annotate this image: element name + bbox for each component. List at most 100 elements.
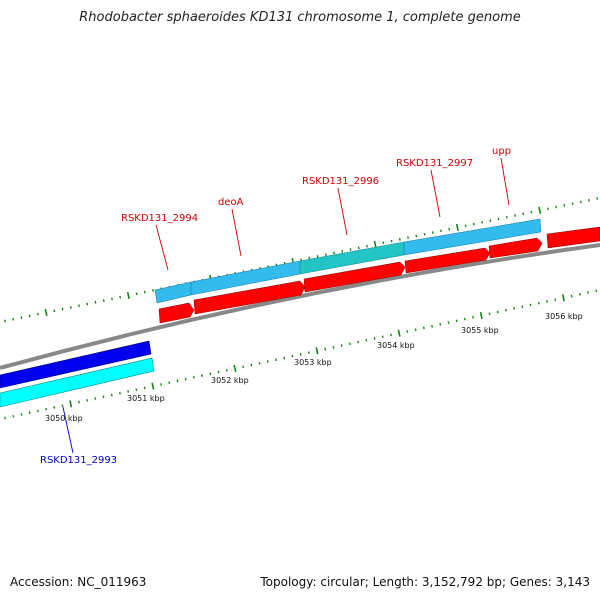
lower-track-minor-tick [225, 368, 228, 372]
reverse-strand-features [0, 340, 155, 408]
gene-rskd131-2993[interactable] [0, 340, 152, 389]
lower-track-major-tick [479, 311, 483, 320]
lower-track-minor-tick [110, 393, 113, 397]
lower-track-minor-tick [406, 330, 409, 333]
scale-labels: 3050 kbp 3051 kbp 3052 kbp 3053 kbp 3054… [45, 312, 583, 423]
lower-track-minor-tick [455, 319, 458, 323]
upper-track-minor-tick [61, 307, 64, 311]
upper-track-minor-tick [86, 302, 89, 306]
upper-track-minor-tick [472, 222, 475, 226]
scale-label-3052: 3052 kbp [211, 376, 249, 385]
gene-rskd131-2994[interactable] [158, 302, 195, 324]
scale-label-3054: 3054 kbp [377, 341, 415, 350]
cds-rskd131-2997[interactable] [403, 218, 542, 256]
upper-track-minor-tick [390, 239, 393, 243]
leader-rskd131-2996 [337, 187, 348, 236]
upper-track-minor-tick [555, 205, 558, 209]
lower-track-minor-tick [61, 404, 64, 407]
chromosome-backbone [0, 243, 600, 370]
lower-track-minor-tick [472, 315, 474, 319]
lower-track-minor-tick [578, 293, 581, 296]
lower-track-major-tick [397, 329, 401, 337]
upper-track-minor-tick [28, 314, 31, 318]
lower-track-minor-tick [4, 416, 6, 420]
lower-track-minor-tick [143, 386, 146, 390]
label-rskd131-2997[interactable]: RSKD131_2997 [396, 158, 473, 169]
scale-label-3055: 3055 kbp [461, 326, 499, 335]
forward-cds-track [154, 218, 542, 304]
scale-label-3053: 3053 kbp [294, 358, 332, 367]
leader-rskd131-2997 [430, 169, 441, 218]
upper-track-major-tick [126, 291, 130, 300]
lower-track-minor-tick [217, 370, 220, 374]
lower-track-minor-tick [381, 335, 384, 339]
forward-gene-track [158, 226, 600, 324]
upper-track-minor-tick [94, 300, 97, 304]
lower-track-minor-tick [365, 338, 368, 342]
lower-track-minor-tick [119, 391, 121, 395]
lower-track-minor-tick [349, 342, 351, 346]
upper-track-minor-tick [588, 198, 590, 202]
lower-track-minor-tick [447, 321, 450, 324]
lower-track-minor-tick [340, 344, 343, 347]
lower-track-major-tick [69, 400, 73, 408]
label-leaders [62, 157, 510, 454]
upper-track-minor-tick [481, 221, 484, 224]
lower-track-minor-tick [102, 395, 105, 399]
gene-deoa[interactable] [193, 280, 306, 315]
upper-track-minor-tick [522, 212, 525, 216]
upper-track-minor-tick [448, 227, 451, 231]
lower-track-minor-tick [439, 323, 442, 326]
lower-track-minor-tick [201, 374, 203, 377]
lower-track-minor-tick [36, 409, 39, 413]
label-upp[interactable]: upp [492, 146, 511, 157]
lower-track-minor-tick [168, 381, 171, 384]
genome-summary: Topology: circular; Length: 3,152,792 bp… [260, 575, 590, 589]
lower-track-minor-tick [521, 305, 524, 309]
lower-track-major-tick [151, 382, 155, 390]
lower-track-minor-tick [537, 301, 540, 305]
lower-track-minor-tick [53, 406, 56, 409]
upper-track-major-tick [373, 240, 377, 249]
upper-track-minor-tick [111, 297, 113, 301]
label-deoa[interactable]: deoA [218, 197, 244, 208]
upper-track-minor-tick [366, 244, 368, 248]
upper-track-major-tick [455, 223, 459, 232]
cds-rskd131-2994[interactable] [154, 281, 192, 304]
gene-next[interactable] [546, 226, 600, 249]
lower-track-minor-tick [12, 414, 15, 418]
lower-track-minor-tick [546, 300, 548, 303]
lower-track-major-tick [315, 347, 319, 355]
upper-track-minor-tick [398, 238, 401, 241]
lower-track-minor-tick [488, 312, 491, 316]
cds-rskd131-2993[interactable] [0, 357, 155, 408]
gene-upp[interactable] [488, 237, 543, 259]
label-rskd131-2994[interactable]: RSKD131_2994 [121, 213, 198, 224]
lower-track-minor-tick [496, 310, 499, 314]
upper-track-minor-tick [308, 256, 311, 260]
lower-track-minor-tick [324, 347, 327, 351]
label-rskd131-2996[interactable]: RSKD131_2996 [302, 176, 379, 187]
upper-track-major-tick [44, 308, 48, 317]
leader-upp [500, 157, 510, 206]
gene-rskd131-2997[interactable] [404, 247, 491, 274]
upper-track-minor-tick [20, 316, 23, 319]
lower-track-minor-tick [86, 399, 89, 402]
upper-track-minor-tick [333, 251, 335, 255]
lower-track-minor-tick [242, 365, 245, 369]
upper-track-minor-tick [514, 214, 516, 217]
lower-track-minor-tick [529, 303, 532, 307]
lower-track-minor-tick [283, 356, 286, 360]
lower-tick-track [4, 289, 598, 420]
lower-track-major-tick [233, 364, 237, 373]
lower-track-minor-tick [192, 376, 195, 379]
lower-track-minor-tick [266, 360, 269, 363]
upper-track-minor-tick [324, 253, 327, 257]
upper-track-minor-tick [53, 309, 56, 313]
lower-track-minor-tick [250, 363, 253, 367]
label-rskd131-2993[interactable]: RSKD131_2993 [40, 455, 117, 466]
lower-track-minor-tick [299, 353, 302, 356]
upper-track-minor-tick [489, 219, 492, 222]
gene-rskd131-2996[interactable] [303, 261, 406, 293]
